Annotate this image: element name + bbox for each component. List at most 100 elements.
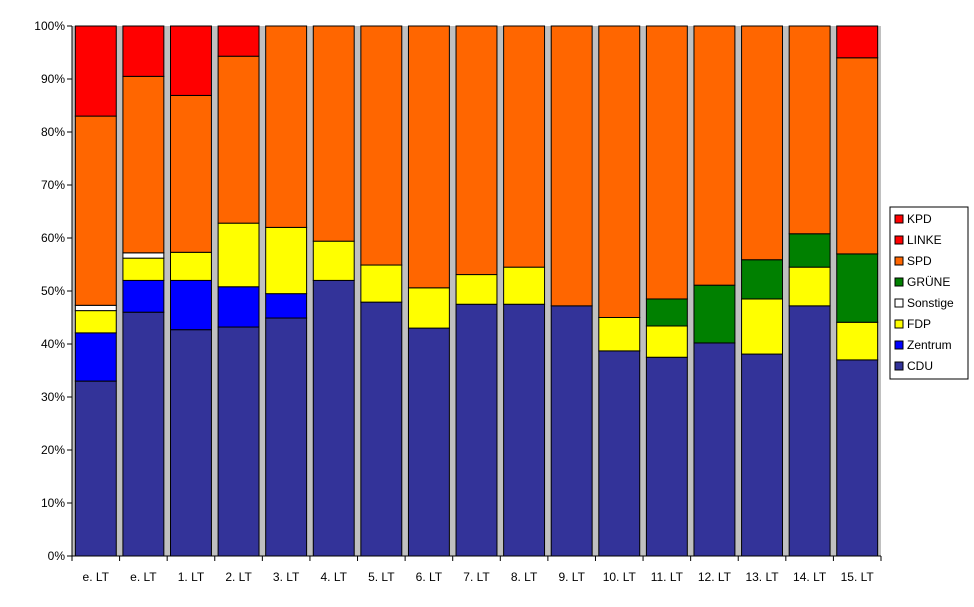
bar-segment <box>217 55 260 224</box>
bar-segment <box>788 266 831 307</box>
bar-stack <box>693 25 736 557</box>
y-tick-label: 100% <box>34 19 65 33</box>
legend-label: LINKE <box>907 233 942 247</box>
legend-box <box>889 206 969 380</box>
bar-segment <box>693 284 736 344</box>
bar-segment <box>788 233 831 268</box>
bar-segment <box>360 301 403 557</box>
legend-swatch <box>894 361 904 371</box>
bar-segment <box>836 57 879 255</box>
bar-segment <box>598 350 641 557</box>
y-tick-label: 50% <box>41 284 65 298</box>
y-tick-label: 70% <box>41 178 65 192</box>
x-tick-labels: e. LT e. LT 1. LT 2. LT 3. LT 4. LT 5. LT 6. LT… <box>83 570 875 584</box>
bar-segment <box>550 305 593 557</box>
legend-swatch <box>894 298 904 308</box>
bar-stack <box>598 25 641 557</box>
bar-segment <box>598 25 641 318</box>
bar-segment <box>550 25 593 307</box>
legend-label: GRÜNE <box>907 275 950 289</box>
bar-segment <box>312 25 355 242</box>
bar-segment <box>788 305 831 557</box>
bar-segment <box>265 317 308 557</box>
bar-segment <box>122 311 165 557</box>
bar-segment <box>170 25 212 96</box>
bar-segment <box>170 329 212 557</box>
y-tick-label: 40% <box>41 337 65 351</box>
bars-layer <box>74 25 879 557</box>
bar-segment <box>74 380 117 557</box>
bar-segment <box>645 25 688 300</box>
x-tick-label: 2. LT <box>225 570 252 584</box>
legend-swatch <box>894 256 904 266</box>
bar-segment <box>74 332 117 382</box>
bar-segment <box>645 325 688 358</box>
bar-segment <box>836 25 879 59</box>
bar-segment <box>217 286 260 328</box>
bar-segment <box>74 304 117 312</box>
x-tick-label: 10. LT <box>603 570 637 584</box>
bar-segment <box>360 264 403 303</box>
bar-segment <box>122 257 165 281</box>
bar-segment <box>455 303 498 557</box>
y-tick-label: 30% <box>41 390 65 404</box>
x-tick-label: e. LT <box>130 570 157 584</box>
bar-segment <box>170 94 212 253</box>
bar-segment <box>122 252 165 259</box>
x-tick-label: 4. LT <box>321 570 348 584</box>
bar-segment <box>741 25 783 261</box>
x-tick-label: 3. LT <box>273 570 300 584</box>
bar-stack <box>312 25 355 557</box>
x-tick-label: 9. LT <box>558 570 585 584</box>
bar-stack <box>788 25 831 557</box>
bar-segment <box>265 226 308 295</box>
bar-segment <box>836 253 879 323</box>
y-tick-label: 20% <box>41 443 65 457</box>
bar-stack <box>455 25 498 557</box>
bar-segment <box>265 25 308 228</box>
x-tick-label: 1. LT <box>178 570 205 584</box>
bar-segment <box>741 353 783 557</box>
bar-segment <box>122 25 165 77</box>
y-tick-label: 10% <box>41 496 65 510</box>
bar-segment <box>645 298 688 327</box>
y-tick-label: 60% <box>41 231 65 245</box>
x-tick-label: 6. LT <box>416 570 443 584</box>
bar-segment <box>170 251 212 281</box>
bar-stack <box>407 25 450 557</box>
bar-segment <box>503 266 546 305</box>
y-tick-label: 80% <box>41 125 65 139</box>
y-tick-labels: 0% 10% 20% 30% 40% 50% 60% 70% 80% 90% 100% <box>34 19 65 563</box>
bar-segment <box>217 222 260 288</box>
x-tick-label: 8. LT <box>511 570 538 584</box>
bar-segment <box>407 287 450 329</box>
x-tick-label: 7. LT <box>463 570 490 584</box>
bar-stack <box>645 25 688 557</box>
x-tick-label: 5. LT <box>368 570 395 584</box>
bar-segment <box>503 303 546 557</box>
bar-segment <box>74 25 117 117</box>
y-tick-label: 90% <box>41 72 65 86</box>
bar-segment <box>455 25 498 276</box>
bar-stack <box>74 25 117 557</box>
legend-label: Zentrum <box>907 338 952 352</box>
x-tick-label: e. LT <box>83 570 110 584</box>
bar-segment <box>360 25 403 266</box>
bar-stack <box>170 25 212 557</box>
bar-segment <box>836 359 879 557</box>
bar-stack <box>360 25 403 557</box>
bar-segment <box>265 293 308 319</box>
x-tick-label: 11. LT <box>651 570 684 584</box>
x-tick-label: 13. LT <box>745 570 779 584</box>
legend-swatch <box>894 277 904 287</box>
bar-segment <box>122 279 165 313</box>
bar-segment <box>836 321 879 361</box>
bar-segment <box>217 25 260 57</box>
legend-label: KPD <box>907 212 932 226</box>
bar-segment <box>312 279 355 557</box>
legend-label: CDU <box>907 359 933 373</box>
y-tick-label: 0% <box>48 549 66 563</box>
legend-swatch <box>894 214 904 224</box>
bar-stack <box>741 25 783 557</box>
